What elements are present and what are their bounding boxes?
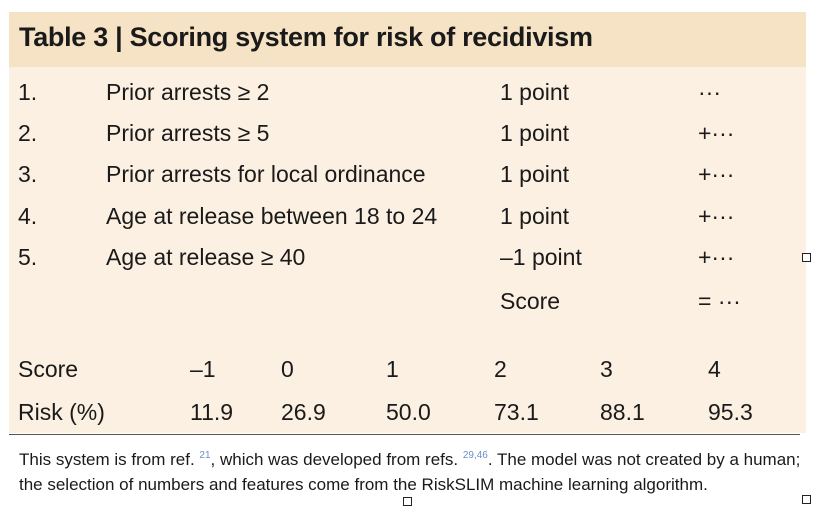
risk-table-risk: 73.1 <box>494 399 539 425</box>
row-feature: Prior arrests ≥ 2 <box>106 79 270 105</box>
resize-handle-bottom-right[interactable] <box>802 495 811 504</box>
row-operator: ··· <box>698 79 721 105</box>
table-title-bar <box>9 12 806 67</box>
row-operator: +··· <box>698 120 735 146</box>
row-operator: +··· <box>698 203 735 229</box>
risk-table-risk-label: Risk (%) <box>18 399 105 425</box>
row-operator: +··· <box>698 244 735 270</box>
row-feature: Age at release between 18 to 24 <box>106 203 438 229</box>
table-panel <box>9 12 806 433</box>
row-points: 1 point <box>500 79 570 105</box>
risk-table-score: 3 <box>600 356 613 382</box>
footnote-reference-link[interactable]: 21 <box>199 450 211 461</box>
table-footnote: This system is from ref. 21, which was d… <box>19 447 809 497</box>
risk-table-score: 4 <box>708 356 721 382</box>
row-points: –1 point <box>500 244 582 270</box>
row-points: 1 point <box>500 120 570 146</box>
risk-table-score: 0 <box>281 356 294 382</box>
resize-handle-right[interactable] <box>802 253 811 262</box>
footnote-text: . The model was not created by a human; … <box>19 450 801 494</box>
row-points: 1 point <box>500 203 570 229</box>
risk-table-score: 2 <box>494 356 507 382</box>
table-bottom-rule <box>9 434 800 435</box>
row-feature: Age at release ≥ 40 <box>106 244 306 270</box>
row-number: 4. <box>18 203 38 229</box>
risk-table-risk: 11.9 <box>190 399 234 425</box>
footnote-text: , which was developed from refs. <box>210 450 463 469</box>
row-feature: Prior arrests for local ordinance <box>106 161 426 187</box>
score-operator: = ··· <box>698 288 741 314</box>
risk-table-score: –1 <box>190 356 216 382</box>
score-label: Score <box>500 288 561 314</box>
risk-table-score-label: Score <box>18 356 79 382</box>
risk-table-risk: 26.9 <box>281 399 326 425</box>
footnote-text: This system is from ref. <box>19 450 200 469</box>
risk-table-risk: 88.1 <box>600 399 645 425</box>
risk-table-score: 1 <box>386 356 399 382</box>
risk-table-risk: 95.3 <box>708 399 753 425</box>
row-operator: +··· <box>698 161 735 187</box>
row-points: 1 point <box>500 161 570 187</box>
table-title: Table 3 | Scoring system for risk of rec… <box>19 22 593 52</box>
risk-table-risk: 50.0 <box>386 399 431 425</box>
row-number: 1. <box>18 79 38 105</box>
row-number: 5. <box>18 244 38 270</box>
footnote-reference-link[interactable]: 29,46 <box>462 450 488 461</box>
resize-handle-bottom[interactable] <box>403 497 412 506</box>
row-number: 2. <box>18 120 38 146</box>
row-feature: Prior arrests ≥ 5 <box>106 120 270 146</box>
row-number: 3. <box>18 161 38 187</box>
